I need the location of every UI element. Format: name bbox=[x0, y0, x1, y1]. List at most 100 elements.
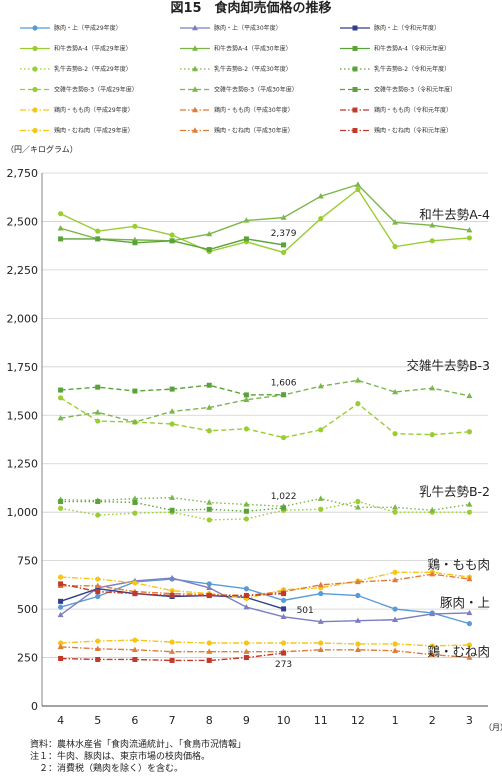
data-point bbox=[466, 392, 473, 399]
data-point bbox=[429, 643, 435, 649]
y-tick-label: 500 bbox=[17, 603, 38, 616]
data-point bbox=[355, 592, 361, 599]
data-label: 2,379 bbox=[271, 229, 297, 239]
footnotes: 資料：農林水産省「食肉流通統計」、「食鳥市況情報」注１：牛肉、豚肉は、東京市場の… bbox=[30, 738, 246, 774]
data-point bbox=[132, 656, 138, 662]
series-line bbox=[60, 573, 470, 597]
data-point bbox=[429, 651, 436, 657]
series-line bbox=[60, 578, 470, 625]
data-point bbox=[466, 621, 473, 627]
legend-marker bbox=[192, 45, 198, 51]
x-tick-label: 12 bbox=[351, 714, 365, 727]
data-point bbox=[243, 586, 250, 592]
data-label: 501 bbox=[297, 606, 314, 616]
data-point bbox=[281, 650, 287, 656]
data-point bbox=[429, 571, 436, 577]
legend-item: 鶏肉・むね肉（平成30年度） bbox=[180, 127, 294, 135]
data-point bbox=[169, 238, 175, 244]
data-point bbox=[206, 593, 212, 599]
x-tick-label: 8 bbox=[206, 714, 213, 727]
data-point bbox=[131, 418, 138, 425]
series-line bbox=[60, 183, 470, 242]
data-point bbox=[354, 377, 361, 383]
series-10 bbox=[57, 377, 473, 425]
legend-item: 乳牛去勢B-2（令和元年度） bbox=[340, 65, 450, 73]
series-8 bbox=[58, 499, 287, 514]
data-point bbox=[95, 236, 101, 242]
data-point bbox=[95, 576, 101, 582]
group-label: 豚肉・上 bbox=[440, 595, 490, 610]
series-14 bbox=[58, 581, 287, 599]
data-point bbox=[243, 648, 250, 654]
data-point bbox=[355, 186, 361, 193]
data-point bbox=[57, 211, 64, 217]
legend-label: 交雑牛去勢B-3（平成29年度） bbox=[54, 86, 138, 94]
legend-marker bbox=[32, 86, 38, 93]
data-point bbox=[95, 656, 101, 662]
data-point bbox=[280, 249, 287, 256]
data-point bbox=[206, 382, 212, 388]
data-point bbox=[95, 499, 101, 505]
data-point bbox=[95, 593, 101, 600]
series-line bbox=[60, 639, 470, 647]
data-point bbox=[318, 427, 324, 433]
data-point bbox=[318, 640, 324, 646]
x-tick-label: 9 bbox=[243, 714, 250, 727]
data-point bbox=[243, 236, 249, 242]
data-point bbox=[57, 643, 64, 650]
series-line bbox=[60, 577, 470, 623]
legend-marker bbox=[352, 66, 358, 72]
data-point bbox=[243, 516, 250, 522]
data-point bbox=[318, 215, 324, 222]
legend-marker bbox=[192, 86, 198, 92]
y-tick-label: 2,500 bbox=[7, 215, 39, 228]
data-point bbox=[206, 247, 212, 253]
data-point bbox=[95, 228, 101, 234]
data-point bbox=[57, 225, 64, 231]
data-point bbox=[280, 434, 287, 441]
data-point bbox=[466, 509, 473, 515]
y-tick-label: 1,500 bbox=[7, 409, 39, 422]
data-point bbox=[132, 637, 138, 643]
y-tick-label: 1,000 bbox=[7, 506, 39, 519]
legend-label: 鶏肉・むね肉（平成30年度） bbox=[214, 127, 294, 135]
data-point bbox=[466, 609, 473, 616]
legend-item: 鶏肉・むね肉（平成29年度） bbox=[20, 127, 134, 135]
data-point bbox=[206, 404, 213, 410]
series-15 bbox=[57, 637, 473, 649]
x-axis-unit: （月） bbox=[484, 723, 502, 732]
data-point bbox=[280, 597, 287, 603]
data-point bbox=[318, 506, 324, 512]
legend-item: 鶏肉・もも肉（平成29年度） bbox=[20, 106, 134, 114]
legend-item: 豚肉・上（平成29年度） bbox=[20, 24, 122, 32]
data-point bbox=[429, 384, 436, 391]
group-label: 和牛去勢A-4 bbox=[419, 207, 490, 222]
data-point bbox=[392, 219, 399, 225]
legend-label: 和牛去勢A-4（平成30年度） bbox=[214, 45, 292, 53]
data-point bbox=[169, 408, 176, 414]
data-point bbox=[131, 646, 138, 652]
legend-item: 和牛去勢A-4（平成30年度） bbox=[180, 45, 292, 53]
data-point bbox=[57, 395, 64, 401]
data-point bbox=[58, 499, 64, 505]
group-label: 乳牛去勢B-2 bbox=[419, 484, 490, 499]
series-11 bbox=[58, 382, 287, 398]
data-point bbox=[206, 648, 213, 654]
x-tick-label: 2 bbox=[429, 714, 436, 727]
data-point bbox=[392, 388, 399, 395]
data-point bbox=[169, 657, 175, 663]
data-point bbox=[392, 616, 399, 622]
data-point bbox=[466, 642, 473, 648]
data-point bbox=[206, 640, 212, 646]
x-axis-ticks: 4 5 6 7 8 9 10 11 12 1 2 3 bbox=[57, 714, 473, 727]
data-point bbox=[243, 426, 250, 432]
legend-marker bbox=[352, 25, 358, 31]
data-point bbox=[281, 505, 287, 511]
data-point bbox=[132, 499, 138, 505]
legend-marker bbox=[352, 107, 358, 113]
data-point bbox=[57, 574, 64, 580]
x-tick-label: 5 bbox=[94, 714, 101, 727]
data-point bbox=[169, 494, 176, 500]
legend-marker bbox=[352, 87, 358, 92]
